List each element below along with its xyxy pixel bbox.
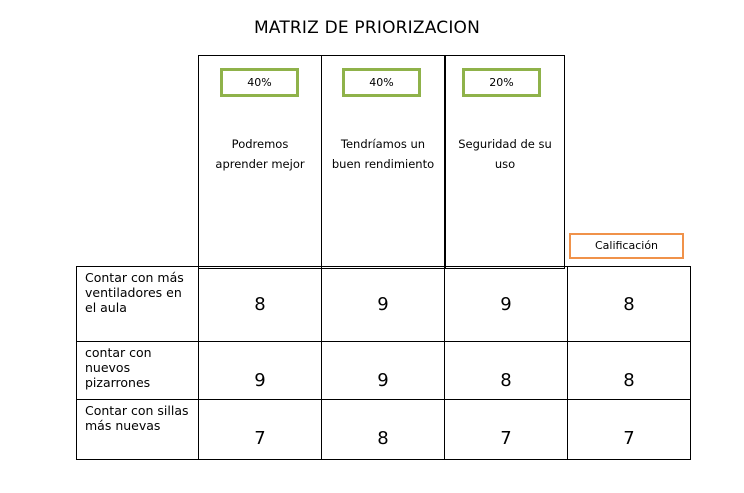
option-line: ventiladores en [85,285,182,300]
total-score-cell: 7 [567,399,691,460]
criterion-weight: 20% [462,68,541,97]
criterion-column-1: 40% Podremos aprender mejor [198,55,322,269]
score-cell: 7 [444,399,568,460]
score-cell: 9 [321,266,445,342]
option-line: contar con [85,345,152,360]
criterion-label-line: Tendríamos un [340,137,426,151]
criterion-label-line: Seguridad de su [458,137,552,151]
option-line: Contar con más [85,270,184,285]
option-cell: Contar con más ventiladores en el aula [76,266,199,342]
criterion-label: Podremos aprender mejor [199,134,321,174]
option-line: nuevos [85,360,131,375]
criterion-label-line: buen rendimiento [331,157,435,171]
score-cell: 7 [198,399,322,460]
total-score-cell: 8 [567,266,691,342]
score-cell: 9 [198,341,322,400]
criterion-weight: 40% [220,68,299,97]
table-row: contar con nuevos pizarrones 9 9 8 8 [76,341,691,400]
criterion-label-line: Podremos [231,137,289,151]
score-cell: 9 [321,341,445,400]
matrix-title: MATRIZ DE PRIORIZACION [253,18,481,38]
table-row: Contar con sillas más nuevas 7 8 7 7 [76,399,691,460]
criterion-label-line: uso [494,157,516,171]
score-cell: 8 [198,266,322,342]
option-cell: contar con nuevos pizarrones [76,341,199,400]
option-cell: Contar con sillas más nuevas [76,399,199,460]
priority-matrix-table: Contar con más ventiladores en el aula 8… [76,266,691,460]
score-cell: 8 [321,399,445,460]
criterion-column-3: 20% Seguridad de su uso [444,55,565,269]
criterion-weight: 40% [342,68,421,97]
criterion-label: Tendríamos un buen rendimiento [322,134,444,174]
score-header: Calificación [569,233,684,259]
table-row: Contar con más ventiladores en el aula 8… [76,266,691,342]
option-line: Contar con sillas [85,403,189,418]
option-line: más nuevas [85,418,161,433]
criterion-label-line: aprender mejor [215,157,305,171]
score-cell: 8 [444,341,568,400]
criterion-label: Seguridad de su uso [446,134,564,174]
option-line: el aula [85,300,127,315]
score-cell: 9 [444,266,568,342]
option-line: pizarrones [85,375,151,390]
criterion-column-2: 40% Tendríamos un buen rendimiento [321,55,445,269]
total-score-cell: 8 [567,341,691,400]
